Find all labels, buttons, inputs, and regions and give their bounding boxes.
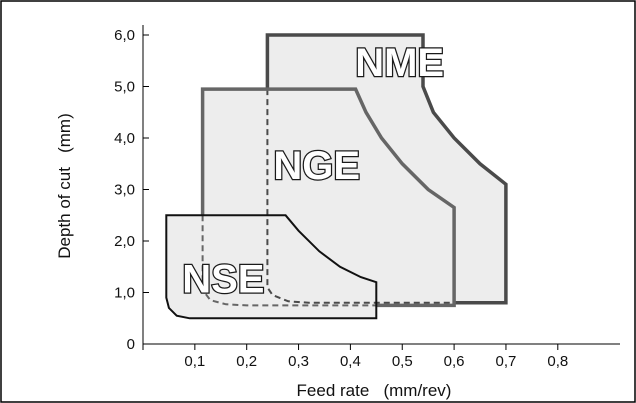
x-tick-label: 0,7 — [496, 353, 517, 370]
y-tick-label: 4,0 — [114, 130, 135, 147]
y-tick-label: 2,0 — [114, 233, 135, 250]
region-label-nge: NGE — [273, 144, 360, 188]
x-tick-label: 0,5 — [392, 353, 413, 370]
x-axis-label: Feed rate (mm/rev) — [297, 381, 452, 400]
nme-outline — [265, 33, 508, 305]
axes — [142, 25, 620, 345]
x-tick-label: 0,3 — [288, 353, 309, 370]
region-label-nse: NSE — [182, 258, 264, 302]
x-ticks: 0,1 0,2 0,3 0,4 0,5 0,6 0,7 0,8 — [142, 344, 568, 370]
y-tick-label: 1,0 — [114, 285, 135, 302]
nme-hidden-boundary — [266, 89, 455, 304]
nge-outline — [200, 87, 456, 308]
region-fill-nse — [166, 215, 377, 319]
nse-outline — [165, 214, 378, 320]
x-tick-label: 0,6 — [444, 353, 465, 370]
x-tick-label: 0,1 — [184, 353, 205, 370]
y-ticks: 0 1,0 2,0 3,0 4,0 5,0 6,0 — [114, 27, 149, 353]
x-tick-label: 0,2 — [236, 353, 257, 370]
plot-area: NME NGE NSE — [165, 33, 508, 320]
nge-hidden-boundary — [201, 215, 377, 307]
y-tick-label: 3,0 — [114, 182, 135, 199]
y-axis-label: Depth of cut (mm) — [55, 113, 74, 258]
x-tick-label: 0,8 — [547, 353, 568, 370]
y-tick-label: 5,0 — [114, 79, 135, 96]
y-tick-label: 0 — [127, 336, 135, 353]
region-label-nme: NME — [355, 41, 444, 85]
y-tick-label: 6,0 — [114, 27, 135, 44]
x-tick-label: 0,4 — [340, 353, 361, 370]
